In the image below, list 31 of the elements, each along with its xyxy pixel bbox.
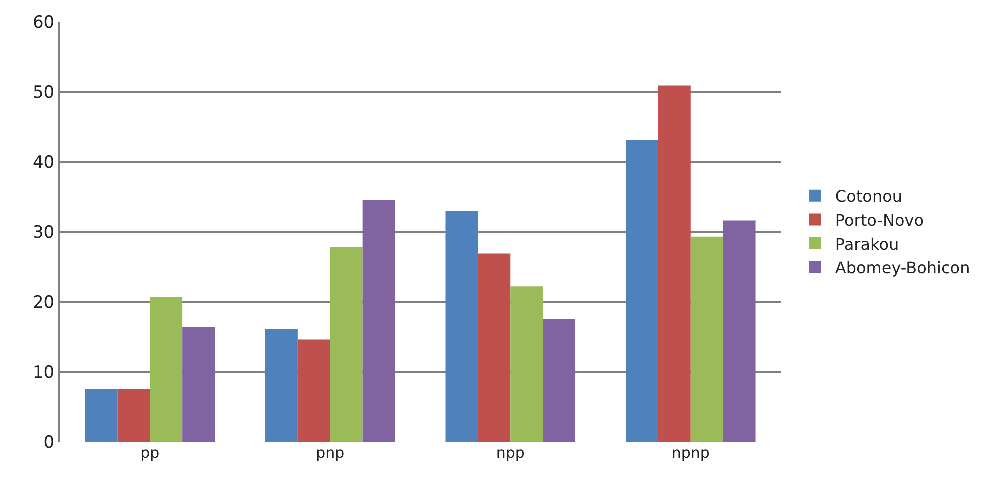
bar — [658, 86, 691, 442]
x-tick-label: pnp — [316, 444, 345, 462]
bar — [478, 254, 511, 442]
bar — [85, 390, 118, 442]
bar — [723, 220, 756, 442]
y-tick-label: 10 — [32, 362, 55, 383]
bar — [362, 200, 396, 442]
bar — [298, 340, 330, 442]
legend-label: Cotonou — [835, 187, 903, 206]
bar — [690, 236, 724, 442]
y-tick-label: 0 — [44, 432, 55, 453]
bar — [510, 286, 544, 442]
y-tick-label: 50 — [32, 82, 55, 103]
bar — [543, 320, 576, 442]
legend-label: Abomey-Bohicon — [835, 258, 970, 278]
bar — [265, 329, 298, 442]
bar — [330, 247, 363, 442]
y-tick-label: 20 — [32, 292, 55, 313]
bar — [150, 297, 183, 442]
bar — [626, 140, 658, 442]
bar — [182, 327, 216, 442]
x-tick-label: npp — [496, 444, 525, 462]
legend-label: Porto-Novo — [835, 210, 924, 230]
y-tick-label: 60 — [32, 12, 55, 33]
x-tick-label: pp — [140, 444, 160, 462]
y-tick-label: 30 — [32, 222, 55, 243]
bar — [118, 390, 150, 442]
x-tick-label: npnp — [672, 444, 710, 462]
bar — [446, 211, 478, 442]
y-tick-label: 40 — [32, 152, 55, 173]
legend-label: Parakou — [835, 234, 900, 254]
